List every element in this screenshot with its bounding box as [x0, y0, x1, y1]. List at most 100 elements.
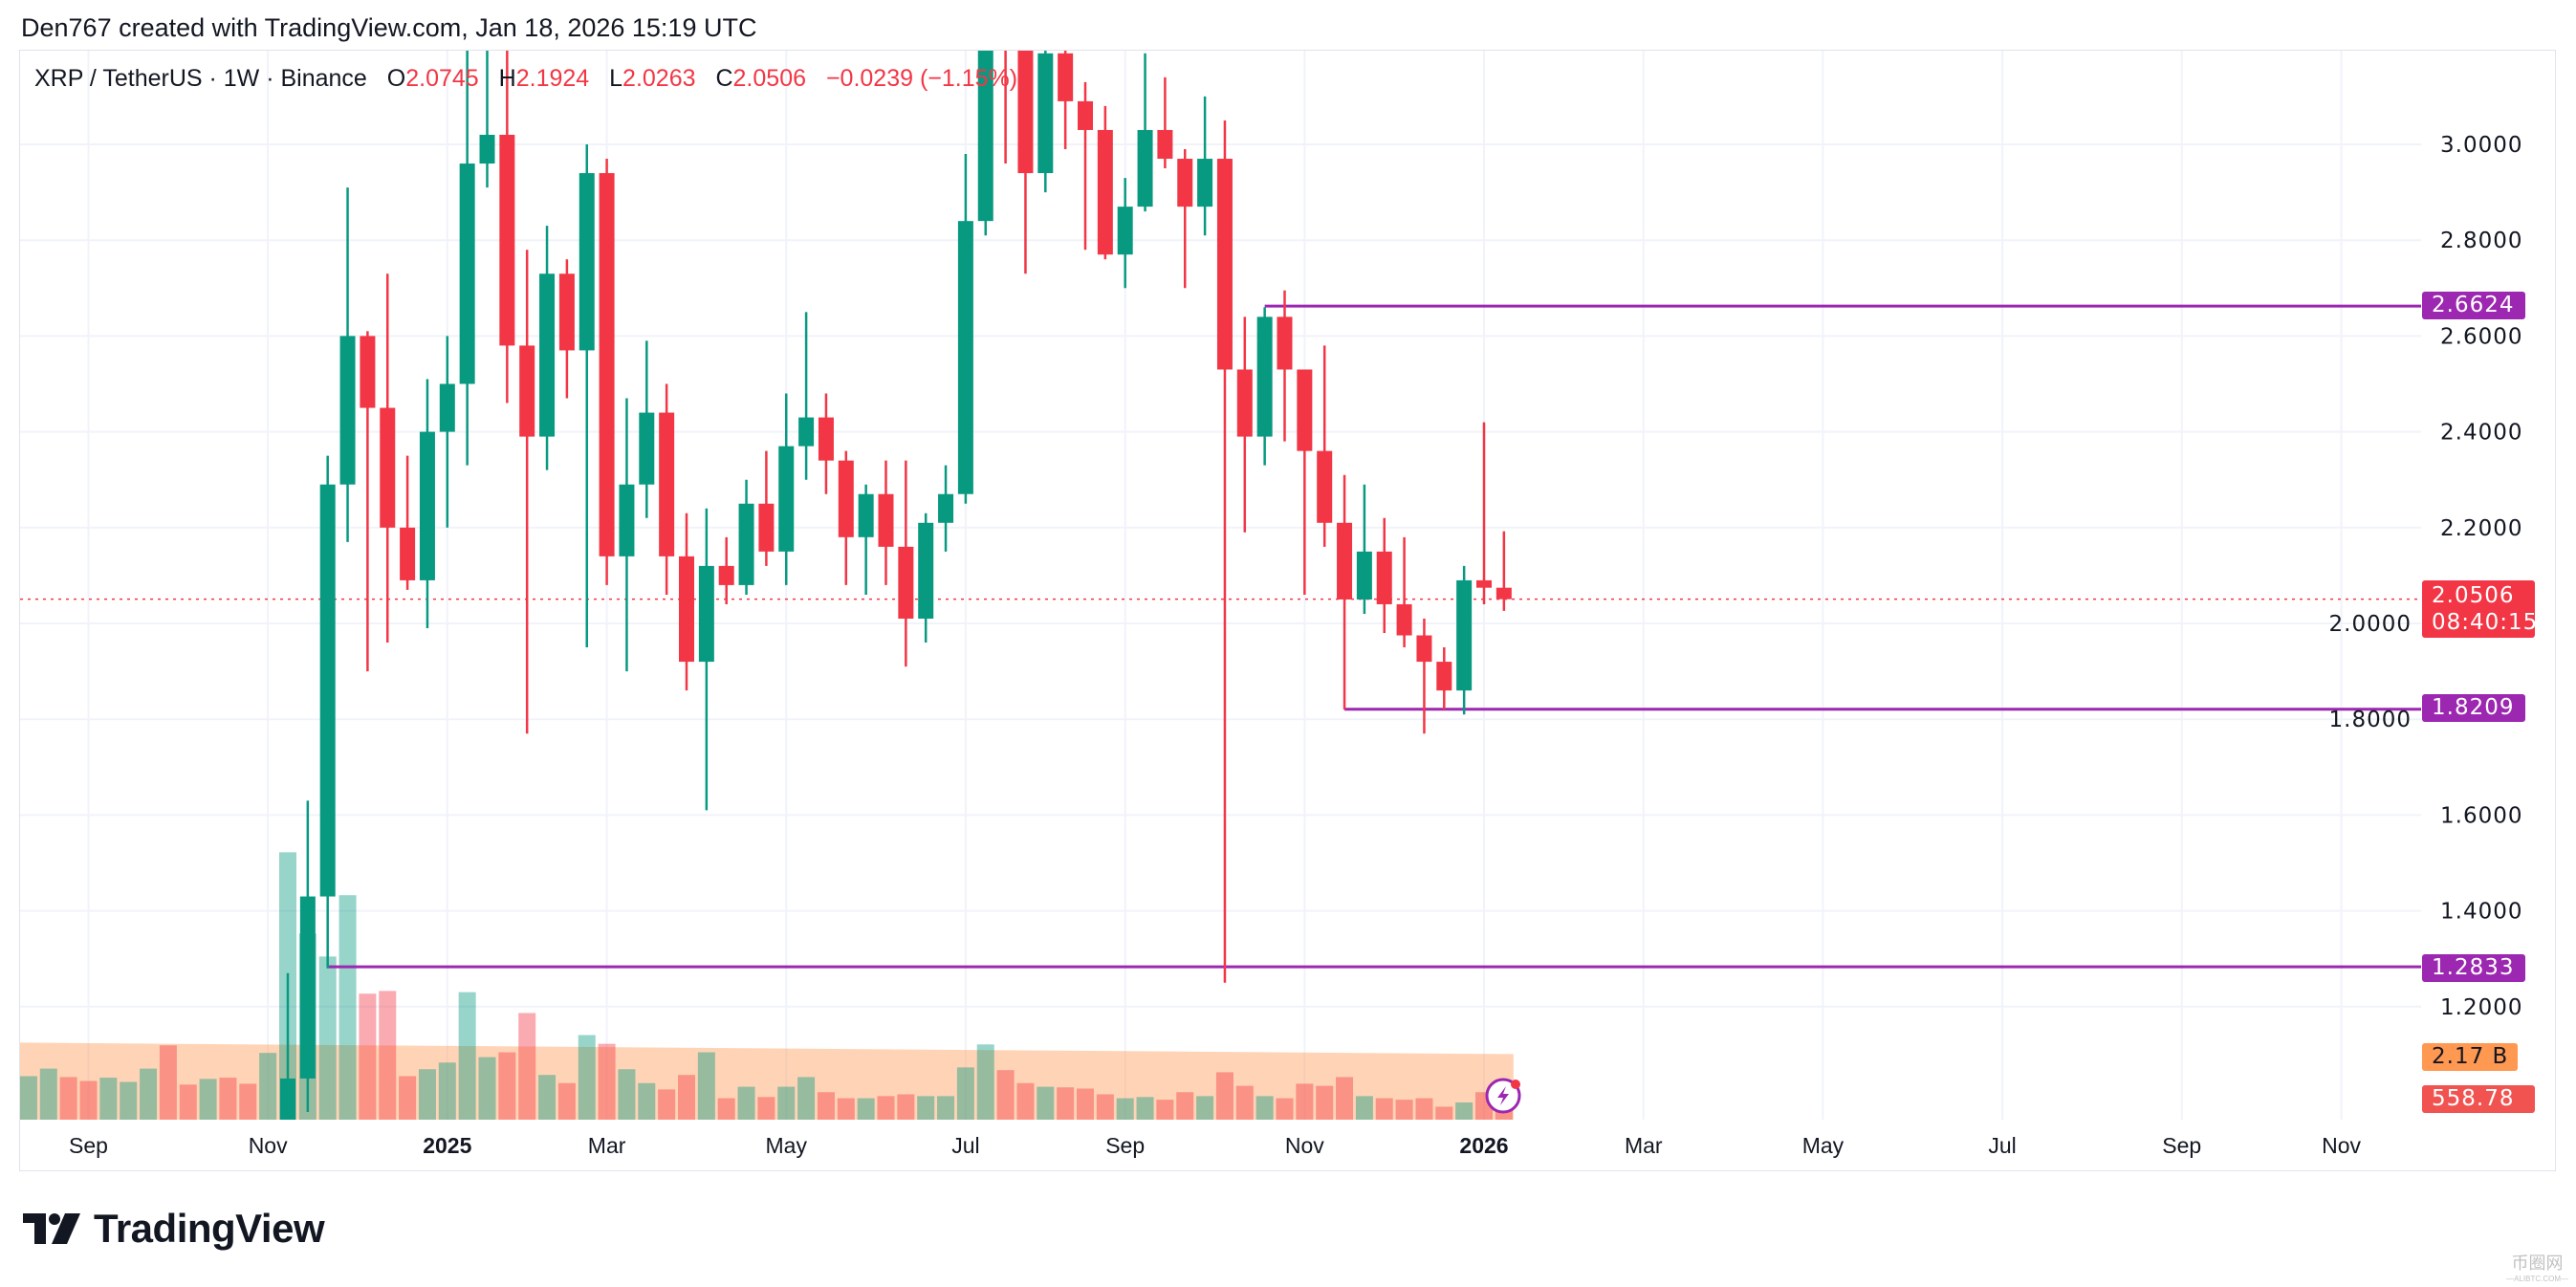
volume-bar	[658, 1089, 676, 1120]
candle-body-up	[1256, 316, 1273, 437]
low-label: L	[609, 65, 623, 92]
volume-bar	[159, 1045, 177, 1120]
symbol-legend: XRP / TetherUS · 1W · Binance O2.0745 H2…	[34, 65, 1031, 93]
x-tick-label: Nov	[249, 1133, 288, 1158]
candle-body-up	[280, 1078, 295, 1120]
candle-body-up	[1037, 53, 1054, 174]
volume-bar	[438, 1062, 456, 1120]
volume-bar	[199, 1079, 217, 1120]
candle-body-down	[878, 493, 894, 547]
candle-body-up	[1456, 579, 1473, 691]
lightning-icon[interactable]	[1485, 1078, 1521, 1114]
watermark-text: 币圈网	[2511, 1254, 2564, 1273]
time-axis[interactable]: Sep Nov 2025 Mar May Jul Sep Nov 2026 Mar May Jul Se…	[69, 1133, 2361, 1158]
candle-body-down	[1416, 635, 1432, 663]
y-tick-label: 2.0000	[2329, 612, 2412, 637]
close-label: C	[715, 65, 733, 92]
candle-body-up	[419, 431, 435, 580]
candle-body-down	[1058, 53, 1074, 101]
candle-body-down	[1495, 587, 1512, 600]
volume-bar	[1296, 1083, 1314, 1120]
x-tick-label: Sep	[2162, 1133, 2201, 1158]
volume-bar	[638, 1082, 656, 1120]
volume-bar	[976, 1044, 994, 1120]
candle-body-up	[319, 484, 336, 897]
low-level-price-tag: 1.2833	[2422, 954, 2525, 982]
volume-bar	[737, 1086, 755, 1120]
price-axis[interactable]: 3.0000 2.8000 2.6000 2.4000 2.2000 2.0000 1.80…	[2329, 133, 2523, 1020]
candle-body-down	[380, 407, 396, 528]
candle-body-down	[1157, 129, 1173, 160]
volume-bar	[518, 1013, 536, 1120]
symbol-title[interactable]: XRP / TetherUS · 1W · Binance	[34, 65, 367, 92]
volume-bar	[1215, 1072, 1233, 1120]
volume-bar	[1235, 1085, 1254, 1120]
candle-body-up	[1356, 551, 1372, 600]
candle-body-up	[1197, 159, 1213, 207]
volume-bar	[1336, 1077, 1354, 1120]
volume-bar	[338, 895, 357, 1120]
volume-bar	[1415, 1098, 1433, 1120]
y-tick-label: 1.4000	[2440, 900, 2522, 925]
volume-bar	[857, 1098, 875, 1120]
watermark-sub: —ALIBTC.COM—	[2506, 1275, 2568, 1283]
candle-body-down	[718, 565, 734, 585]
change-value: −0.0239 (−1.15%)	[825, 65, 1018, 92]
candle-body-up	[1137, 129, 1153, 207]
volume-bar	[1156, 1100, 1174, 1120]
volume-bar	[797, 1077, 816, 1120]
bar-countdown: 08:40:15	[2432, 610, 2539, 635]
candle-body-down	[1396, 603, 1412, 636]
last-price: 2.0506	[2432, 583, 2515, 608]
x-tick-label: 2026	[1459, 1133, 1508, 1158]
candle-series	[280, 0, 1512, 1120]
y-tick-label: 2.6000	[2440, 324, 2522, 349]
site-watermark: 币圈网 —ALIBTC.COM—	[2506, 1250, 2568, 1283]
volume-bar	[917, 1096, 935, 1120]
candle-body-down	[1297, 369, 1313, 451]
candle-body-up	[539, 273, 556, 437]
volume-bar	[498, 1052, 516, 1120]
volume-bar	[20, 1076, 37, 1120]
candle-body-down	[1436, 662, 1452, 691]
candle-body-down	[1337, 522, 1353, 600]
candle-body-up	[299, 896, 316, 1079]
tradingview-logo[interactable]: TradingView	[23, 1206, 325, 1251]
volume-ma-area	[20, 1042, 1514, 1120]
volume-bar	[318, 956, 337, 1120]
volume-bar	[379, 991, 397, 1120]
volume-bar	[478, 1057, 496, 1120]
candle-body-down	[998, 0, 1014, 25]
x-tick-label: Sep	[69, 1133, 108, 1158]
volume-bar	[1136, 1097, 1154, 1120]
volume-bar	[1455, 1102, 1474, 1120]
y-tick-label: 2.8000	[2440, 229, 2522, 253]
volume-bar	[897, 1094, 915, 1120]
volume-bar	[538, 1075, 557, 1120]
volume-bar	[557, 1082, 576, 1120]
x-tick-label: Jul	[1988, 1133, 2016, 1158]
high-value: 2.1924	[515, 65, 590, 92]
volume-bar	[697, 1052, 715, 1120]
volume-bar	[1375, 1098, 1393, 1120]
chart-frame	[19, 50, 2556, 1171]
candle-body-down	[558, 273, 575, 351]
candle-body-down	[1177, 159, 1193, 207]
volume-bar	[458, 992, 476, 1120]
support-price-tag: 1.8209	[2422, 694, 2525, 722]
y-tick-label: 2.2000	[2440, 516, 2522, 541]
volume-bar	[120, 1081, 138, 1120]
y-tick-label: 3.0000	[2440, 133, 2522, 158]
candle-body-up	[738, 503, 754, 585]
volume-bar	[1395, 1100, 1413, 1120]
volume-bar	[79, 1080, 98, 1120]
candle-body-down	[758, 503, 775, 552]
close-value: 2.0506	[732, 65, 806, 92]
candle-body-down	[1236, 369, 1253, 437]
volume-bar	[578, 1035, 596, 1120]
x-tick-label: Mar	[1625, 1133, 1663, 1158]
volume-bar	[1255, 1096, 1274, 1120]
volume-bar	[1037, 1086, 1055, 1120]
volume-bar	[39, 1068, 57, 1120]
